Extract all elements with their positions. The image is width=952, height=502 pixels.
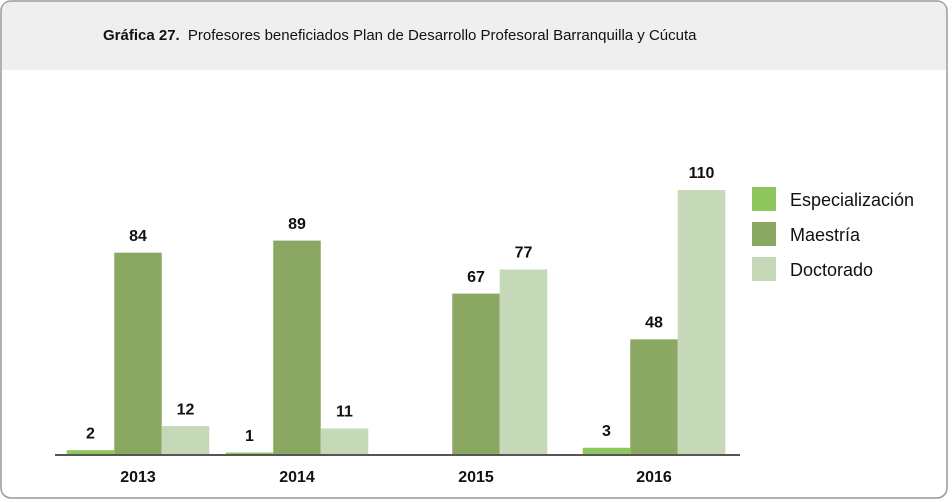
value-label: 89 (288, 216, 306, 233)
value-label: 84 (129, 228, 147, 245)
x-tick-label: 2015 (458, 469, 494, 486)
value-label: 1 (245, 428, 254, 445)
bar (225, 452, 274, 455)
legend-swatch (752, 187, 776, 211)
bar (320, 428, 369, 455)
x-tick-label: 2013 (120, 469, 156, 486)
bar (273, 240, 321, 455)
legend-swatch (752, 257, 776, 281)
value-label: 12 (177, 401, 195, 418)
value-label: 67 (467, 269, 485, 286)
bar (630, 339, 678, 455)
legend-label: Especialización (790, 190, 914, 210)
value-label: 2 (86, 425, 95, 442)
header (2, 2, 946, 70)
legend-label: Doctorado (790, 260, 873, 280)
value-label: 3 (602, 423, 611, 440)
value-label: 110 (689, 165, 715, 182)
bar (452, 293, 500, 455)
value-label: 77 (515, 245, 533, 262)
title-text: Profesores beneficiados Plan de Desarrol… (188, 27, 697, 44)
value-label: 11 (336, 404, 353, 421)
bar (66, 450, 115, 455)
bar (677, 190, 726, 455)
legend-label: Maestría (790, 225, 861, 245)
x-tick-label: 2014 (279, 469, 315, 486)
bar (114, 252, 162, 455)
bar (499, 269, 548, 455)
x-tick-label: 2016 (636, 469, 672, 486)
bar (582, 447, 631, 455)
title-label: Gráfica 27. (103, 27, 180, 44)
chart-title: Gráfica 27. Profesores beneficiados Plan… (103, 27, 697, 44)
bar (161, 426, 210, 455)
legend-swatch (752, 222, 776, 246)
value-label: 48 (645, 315, 663, 332)
